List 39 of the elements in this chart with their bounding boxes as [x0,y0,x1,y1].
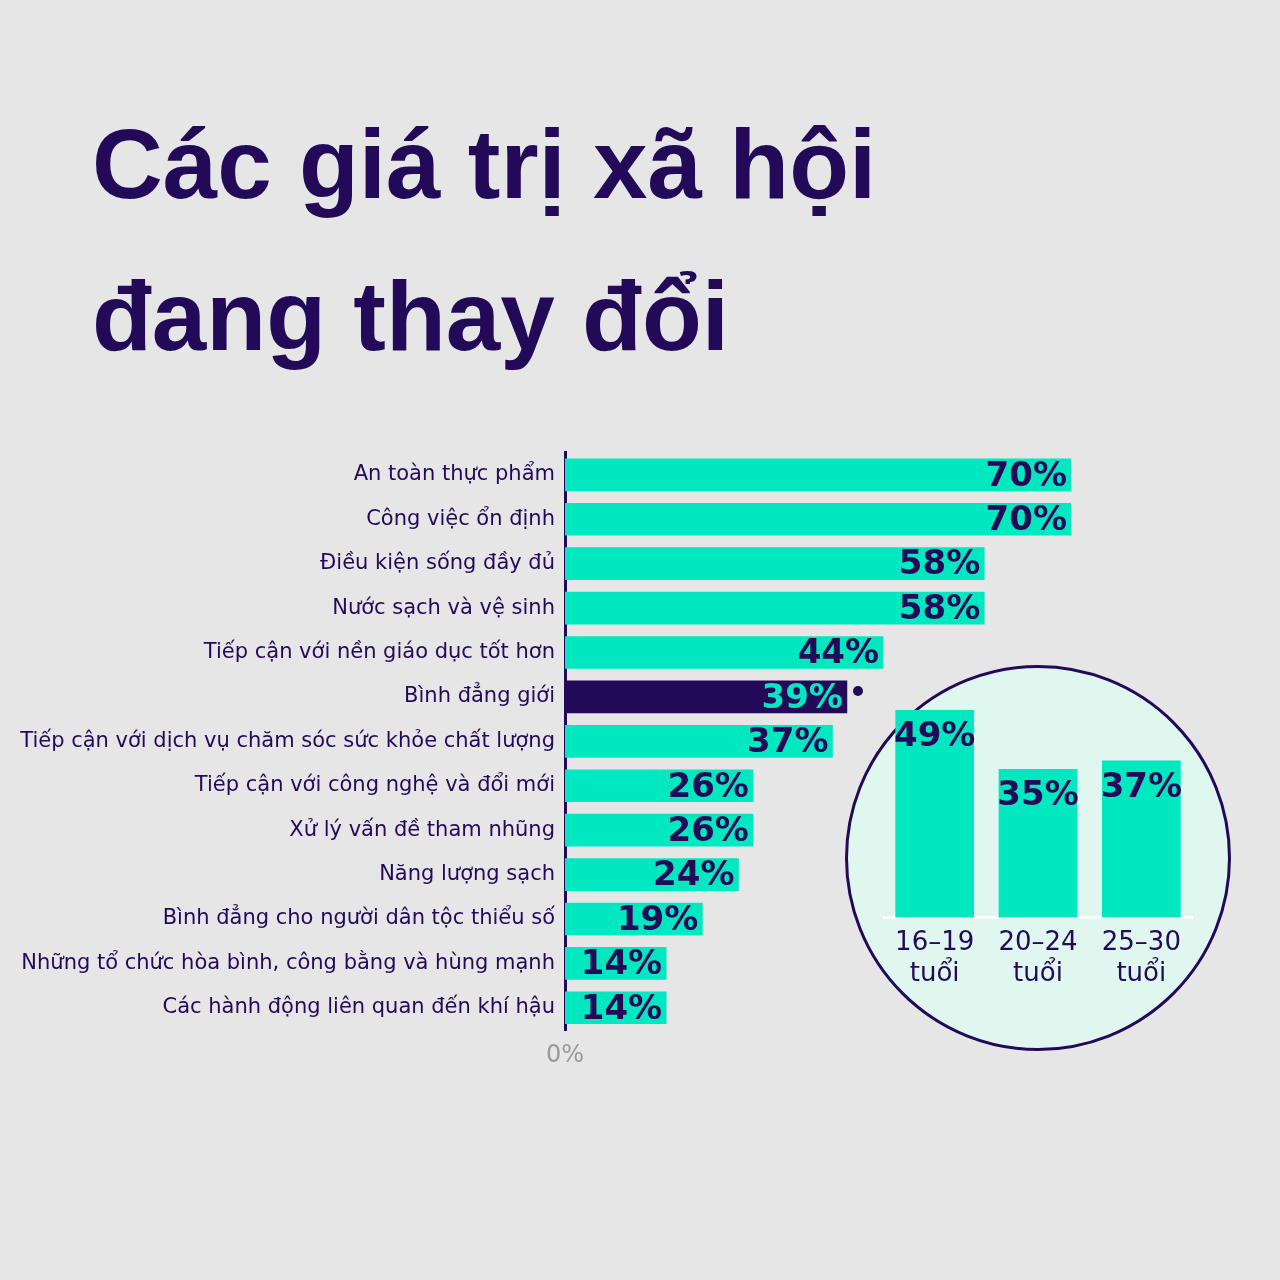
y-tick-label: Năng lượng sạch [379,861,555,885]
text: 0% [545,1040,585,1069]
data-label: 14% [580,942,663,983]
x-tick-label: 20–24 tuổi [998,925,1078,988]
data-label: 49% [893,713,976,754]
y-tick-label: Tiếp cận với dịch vụ chăm sóc sức khỏe chất lượng [19,727,555,752]
y-tick-label: An toàn thực phẩm [353,461,555,486]
y-tick-label: Các hành động liên quan đến khí hậu [162,994,555,1019]
data-label: 26% [667,764,749,805]
data-label: 14% [580,986,663,1027]
x-tick-label: 16–19 tuổi [895,925,975,988]
data-label: 39% [761,675,843,716]
y-tick-label: Xử lý vấn đề tham nhũng [289,816,555,841]
y-tick-label: Tiếp cận với nền giáo dục tốt hơn [202,638,555,663]
data-label: 19% [616,897,699,938]
bar [565,502,1071,536]
bar [565,724,833,758]
data-label: 58% [898,586,981,627]
y-tick-label: Điều kiện sống đầy đủ [320,550,555,575]
y-tick-label: Tiếp cận với công nghệ và đổi mới [193,772,555,797]
data-label: 24% [653,853,735,894]
bar [565,591,985,625]
data-label: 70% [985,498,1067,539]
y-tick-label: Công việc ổn định [366,505,555,530]
data-label: 70% [985,453,1067,494]
bar [565,458,1071,492]
bar [565,547,985,580]
data-label: 44% [797,631,880,672]
chart-title: Các giá trị xã hội đang thay đổi [92,108,878,373]
data-label: 37% [1100,764,1183,805]
y-tick-label: Những tổ chức hòa bình, công bằng và hùng mạnh [21,949,555,974]
y-tick-label: Bình đẳng cho người dân tộc thiểu số [162,904,556,930]
bar [565,636,884,669]
x-tick-label: 25–30 tuổi [1101,925,1181,988]
y-tick-label: Nước sạch và vệ sinh [332,594,555,619]
data-label: 37% [747,720,829,761]
y-tick-label: Bình đẳng giới [404,682,555,708]
data-label: 58% [898,542,981,583]
data-label: 26% [667,808,749,849]
